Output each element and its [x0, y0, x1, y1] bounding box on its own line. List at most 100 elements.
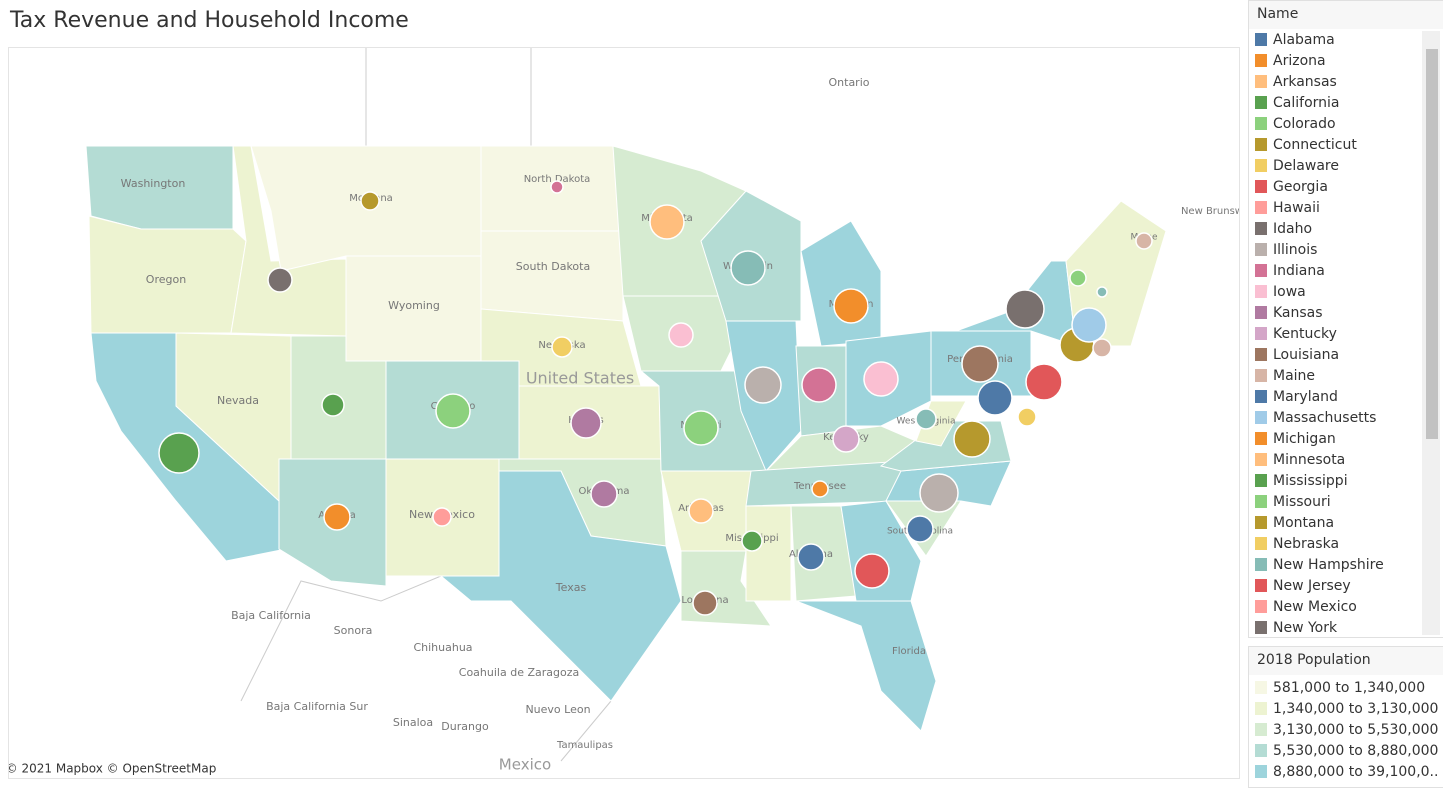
map-label: North Dakota	[524, 174, 591, 185]
state-bubble	[360, 191, 380, 211]
legend-swatch	[1255, 600, 1267, 613]
legend-item: Mississippi	[1249, 470, 1421, 491]
legend-label: Connecticut	[1273, 136, 1357, 153]
map-label: Baja California Sur	[266, 700, 368, 713]
state-shape	[480, 230, 624, 322]
map-label: Mexico	[499, 756, 551, 774]
legend-label: Iowa	[1273, 283, 1306, 300]
legend-swatch	[1255, 432, 1267, 445]
scrollbar[interactable]	[1422, 31, 1440, 635]
legend-item: Minnesota	[1249, 449, 1421, 470]
legend-swatch	[1255, 558, 1267, 571]
legend-label: 8,880,000 to 39,100,0..	[1273, 763, 1439, 780]
legend-label: Missouri	[1273, 493, 1331, 510]
state-bubble	[730, 250, 766, 286]
state-bubble	[797, 543, 825, 571]
map-label: Sonora	[334, 624, 373, 637]
legend-swatch	[1255, 744, 1267, 757]
legend-swatch	[1255, 243, 1267, 256]
legend-label: New Hampshire	[1273, 556, 1384, 573]
legend-item: Arkansas	[1249, 71, 1421, 92]
map-label: United States	[526, 369, 634, 388]
map-label: New Brunswick	[1181, 206, 1240, 217]
legend-label: Hawaii	[1273, 199, 1320, 216]
legend-label: Kentucky	[1273, 325, 1337, 342]
legend-item: 581,000 to 1,340,000	[1249, 677, 1443, 698]
state-bubble	[158, 432, 200, 474]
legend-item: Indiana	[1249, 260, 1421, 281]
map-label: Oregon	[146, 273, 186, 286]
legend-swatch	[1255, 495, 1267, 508]
map-label: Coahuila de Zaragoza	[459, 666, 579, 679]
legend-swatch	[1255, 159, 1267, 172]
legend-swatch	[1255, 453, 1267, 466]
legend-item: 5,530,000 to 8,880,000	[1249, 740, 1443, 761]
state-bubble	[801, 367, 837, 403]
legend-label: Idaho	[1273, 220, 1313, 237]
state-bubble	[1071, 307, 1107, 343]
map-label: Sinaloa	[393, 716, 433, 729]
state-bubble	[692, 590, 718, 616]
legend-item: Colorado	[1249, 113, 1421, 134]
legend-title: 2018 Population	[1249, 647, 1443, 675]
state-bubble	[550, 180, 564, 194]
state-bubble	[432, 507, 452, 527]
legend-item: Georgia	[1249, 176, 1421, 197]
legend-swatch	[1255, 33, 1267, 46]
legend-swatch	[1255, 264, 1267, 277]
legend-label: Louisiana	[1273, 346, 1340, 363]
legend-swatch	[1255, 75, 1267, 88]
legend-label: Georgia	[1273, 178, 1328, 195]
map-label: Florida	[892, 646, 926, 657]
attribution: © 2021 Mapbox © OpenStreetMap	[8, 762, 216, 776]
legend-item: Illinois	[1249, 239, 1421, 260]
state-bubble	[961, 345, 999, 383]
legend-item: New York	[1249, 617, 1421, 635]
legend-label: Kansas	[1273, 304, 1323, 321]
legend-item: New Mexico	[1249, 596, 1421, 617]
legend-swatch	[1255, 702, 1267, 715]
legend-label: Mississippi	[1273, 472, 1348, 489]
legend-item: Michigan	[1249, 428, 1421, 449]
legend-item: Arizona	[1249, 50, 1421, 71]
map-label: Wyoming	[388, 299, 440, 312]
legend-item: Maryland	[1249, 386, 1421, 407]
state-bubble	[1135, 232, 1153, 250]
state-bubble	[1025, 363, 1063, 401]
map-label: South Dakota	[516, 260, 590, 273]
legend-item: California	[1249, 92, 1421, 113]
scroll-thumb[interactable]	[1426, 49, 1438, 439]
legend-swatch	[1255, 180, 1267, 193]
legend-label: Colorado	[1273, 115, 1336, 132]
state-bubble	[668, 322, 694, 348]
legend-item: Massachusetts	[1249, 407, 1421, 428]
state-bubble	[832, 425, 860, 453]
legend-swatch	[1255, 285, 1267, 298]
legend-swatch	[1255, 327, 1267, 340]
state-bubble	[1092, 338, 1112, 358]
legend-swatch	[1255, 369, 1267, 382]
map-label: Baja California	[231, 609, 311, 622]
legend-label: Nebraska	[1273, 535, 1340, 552]
state-bubble	[321, 393, 345, 417]
legend-item: 3,130,000 to 5,530,000	[1249, 719, 1443, 740]
state-bubble	[863, 361, 899, 397]
state-bubble	[323, 503, 351, 531]
legend-swatch	[1255, 348, 1267, 361]
legend-item: Louisiana	[1249, 344, 1421, 365]
map-label: Chihuahua	[413, 641, 472, 654]
legend-swatch	[1255, 474, 1267, 487]
legend-swatch	[1255, 201, 1267, 214]
border-line	[240, 575, 442, 702]
legend-title: Name	[1249, 1, 1443, 29]
state-bubble	[683, 410, 719, 446]
legend-label: Massachusetts	[1273, 409, 1377, 426]
legend-item: Iowa	[1249, 281, 1421, 302]
state-shape	[745, 505, 792, 602]
legend-label: 3,130,000 to 5,530,000	[1273, 721, 1439, 738]
map: OntarioWashingtonOregonNevadaWyomingMont…	[8, 47, 1240, 779]
legend-swatch	[1255, 306, 1267, 319]
border-line	[560, 700, 612, 762]
legend-item: Idaho	[1249, 218, 1421, 239]
